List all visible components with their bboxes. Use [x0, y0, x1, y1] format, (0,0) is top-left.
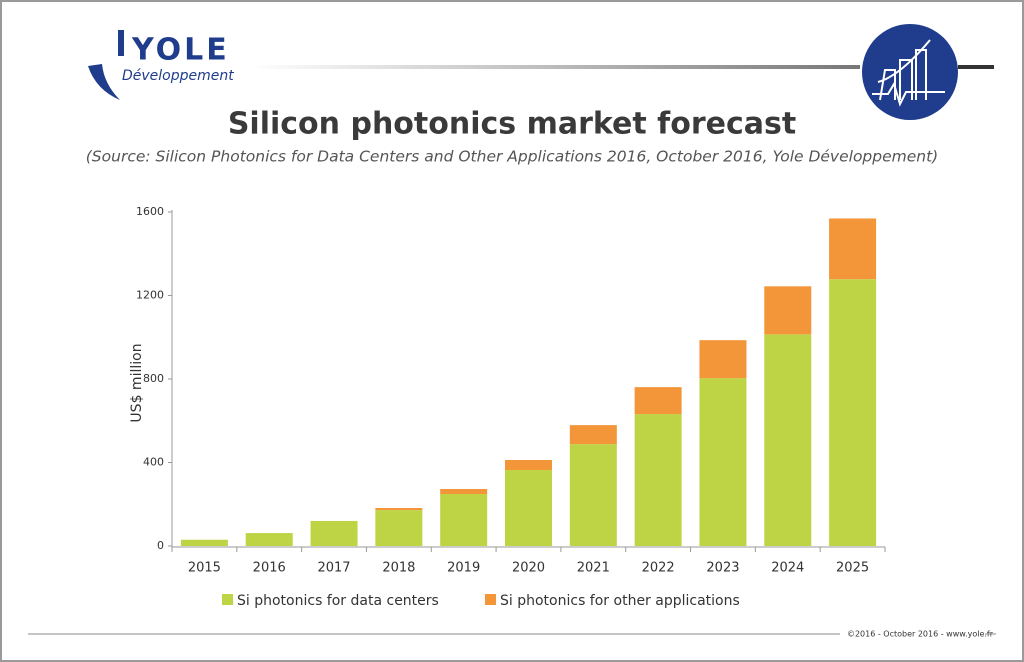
- bar-segment: [505, 459, 552, 471]
- legend-swatch: [485, 594, 496, 605]
- bar-segment: [829, 279, 877, 546]
- bar-segment: [180, 539, 228, 546]
- legend-label: Si photonics for other applications: [500, 593, 740, 609]
- legend-label: Si photonics for data centers: [237, 593, 439, 609]
- icon-glyph: [872, 39, 945, 107]
- logo-text: YOLE: [131, 33, 230, 68]
- bar-segment: [310, 520, 358, 546]
- header-rule: [250, 65, 860, 69]
- x-tick-label: 2017: [317, 561, 350, 576]
- bar-segment: [764, 286, 812, 335]
- x-tick-label: 2025: [836, 561, 869, 576]
- icon: [862, 24, 958, 120]
- bar-segment: [569, 425, 617, 445]
- bar-segment: [245, 533, 293, 546]
- x-tick-label: 2020: [512, 561, 545, 576]
- x-tick-label: 2018: [382, 561, 415, 576]
- chart-title: Silicon photonics market forecast: [228, 107, 796, 142]
- bar-segment: [634, 387, 682, 415]
- bar-segment: [764, 334, 812, 546]
- x-tick-label: 2023: [706, 561, 739, 576]
- bar-segment: [375, 510, 423, 546]
- y-tick-label: 1600: [136, 205, 164, 218]
- logo-subtext: Développement: [122, 68, 234, 84]
- bar-segment: [505, 470, 552, 546]
- x-tick-label: 2022: [642, 561, 675, 576]
- y-tick-label: 0: [157, 539, 164, 552]
- bar-segment: [375, 508, 423, 511]
- chart-subtitle: (Source: Silicon Photonics for Data Cent…: [86, 148, 938, 166]
- bar-segment: [699, 340, 747, 379]
- bar-segment: [440, 489, 488, 495]
- logo-mark: [88, 64, 120, 100]
- y-tick-label: 800: [143, 372, 164, 385]
- x-tick-label: 2024: [771, 561, 804, 576]
- y-axis-label: US$ million: [129, 343, 145, 422]
- y-tick-label: 1200: [136, 289, 164, 302]
- header-rule: [958, 65, 994, 69]
- bar-segment: [699, 378, 747, 546]
- bar-segment: [569, 444, 617, 546]
- logo-mark: [118, 30, 124, 56]
- legend-swatch: [222, 594, 233, 605]
- x-tick-label: 2016: [253, 561, 286, 576]
- y-tick-label: 400: [143, 456, 164, 469]
- bar-segment: [634, 414, 682, 546]
- bar-segment: [440, 494, 488, 546]
- x-tick-label: 2015: [188, 561, 221, 576]
- footer-text: ©2016 - October 2016 - www.yole.fr: [847, 630, 994, 639]
- x-tick-label: 2021: [577, 561, 610, 576]
- bar-segment: [829, 218, 877, 280]
- x-tick-label: 2019: [447, 561, 480, 576]
